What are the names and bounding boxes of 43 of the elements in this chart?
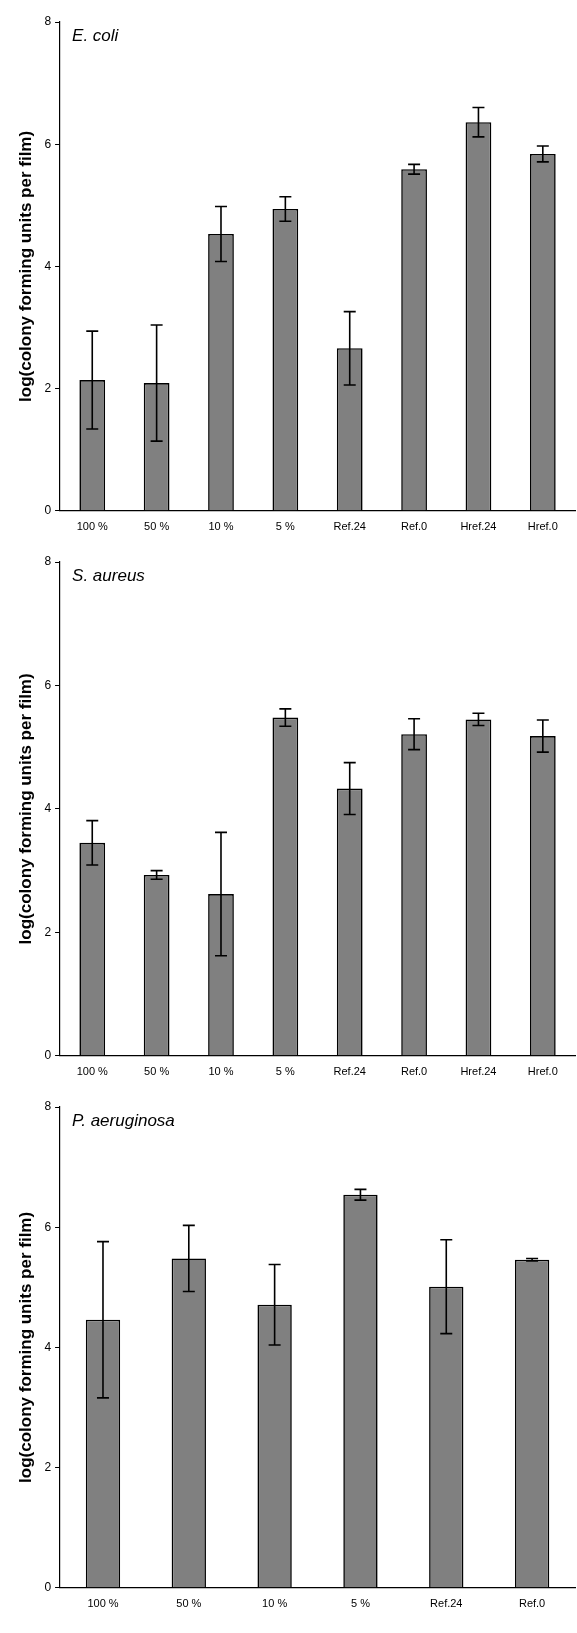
x-tick-label: 5 % bbox=[275, 520, 296, 533]
x-tick-label: Href.0 bbox=[527, 520, 558, 533]
x-tick-label: 5 % bbox=[350, 1597, 371, 1610]
x-tick-label: 10 % bbox=[262, 1597, 288, 1610]
x-tick-label: 100 % bbox=[87, 1597, 119, 1610]
x-tick-label: Href.24 bbox=[460, 1065, 497, 1078]
x-tick-label: Ref.0 bbox=[518, 1597, 546, 1610]
x-tick-label: Ref.24 bbox=[333, 1065, 366, 1078]
y-tick-label: 8 bbox=[44, 554, 52, 569]
y-tick-label: 4 bbox=[44, 258, 52, 273]
x-tick-label: 50 % bbox=[144, 520, 170, 533]
x-tick-label: Href.24 bbox=[460, 520, 497, 533]
chart-title: S. aureus bbox=[72, 566, 146, 586]
x-tick-label: Ref.0 bbox=[400, 1065, 428, 1078]
y-tick-label: 6 bbox=[44, 136, 52, 151]
y-tick-label: 4 bbox=[44, 801, 52, 816]
chart-title: P. aeruginosa bbox=[72, 1111, 175, 1131]
x-tick-label: 50 % bbox=[176, 1597, 202, 1610]
x-tick-label: 10 % bbox=[208, 1065, 234, 1078]
y-axis-title: log(colony forming units per film) bbox=[15, 130, 35, 402]
y-tick-label: 8 bbox=[44, 14, 52, 29]
y-axis-title: log(colony forming units per film) bbox=[15, 1211, 35, 1483]
chart-title: E. coli bbox=[72, 26, 120, 46]
y-tick-label: 4 bbox=[44, 1339, 52, 1354]
x-tick-label: Ref.24 bbox=[333, 520, 366, 533]
x-tick-label: 50 % bbox=[144, 1065, 170, 1078]
x-tick-label: Ref.24 bbox=[430, 1597, 463, 1610]
y-tick-label: 6 bbox=[44, 1219, 52, 1234]
y-tick-label: 8 bbox=[44, 1099, 52, 1114]
y-tick-label: 2 bbox=[44, 924, 52, 939]
y-tick-label: 0 bbox=[44, 1580, 52, 1595]
x-tick-label: 5 % bbox=[275, 1065, 296, 1078]
y-tick-label: 6 bbox=[44, 677, 52, 692]
y-tick-label: 0 bbox=[44, 503, 52, 518]
x-tick-label: 10 % bbox=[208, 520, 234, 533]
x-tick-label: Href.0 bbox=[527, 1065, 558, 1078]
y-tick-label: 0 bbox=[44, 1048, 52, 1063]
x-tick-label: 100 % bbox=[76, 1065, 109, 1078]
y-tick-label: 2 bbox=[44, 1459, 52, 1474]
x-tick-label: Ref.0 bbox=[400, 520, 428, 533]
y-axis-title: log(colony forming units per film) bbox=[15, 673, 35, 945]
y-tick-label: 2 bbox=[44, 380, 52, 395]
x-tick-label: 100 % bbox=[76, 520, 109, 533]
